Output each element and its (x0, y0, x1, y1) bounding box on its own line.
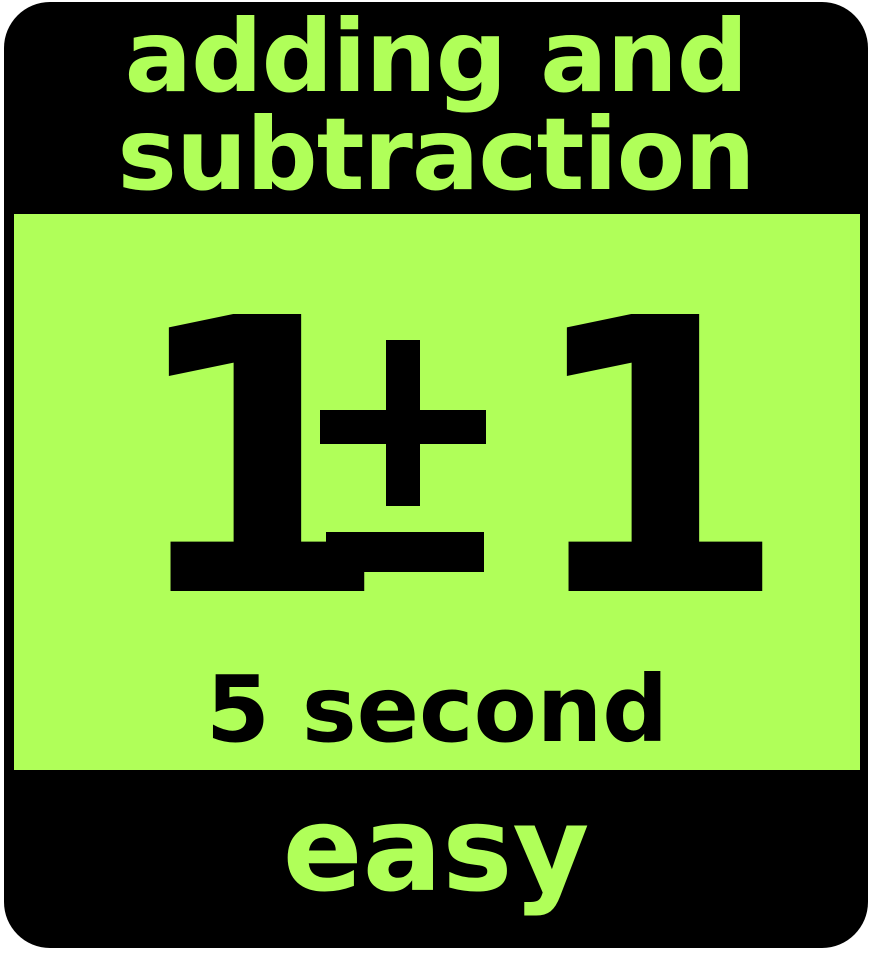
equation: 1 1 (14, 238, 860, 681)
equation-panel: 1 1 5 second (14, 214, 860, 770)
plus-minus-icon (320, 340, 520, 610)
left-operand: 1 (126, 238, 391, 681)
title-line-2: subtraction (117, 96, 755, 213)
time-label: 5 second (205, 656, 669, 763)
difficulty-label: easy (282, 780, 590, 918)
right-operand: 1 (524, 238, 789, 681)
title-line-1: adding and (124, 2, 749, 115)
worksheet-badge: adding and subtraction 1 1 5 second easy (4, 2, 868, 948)
